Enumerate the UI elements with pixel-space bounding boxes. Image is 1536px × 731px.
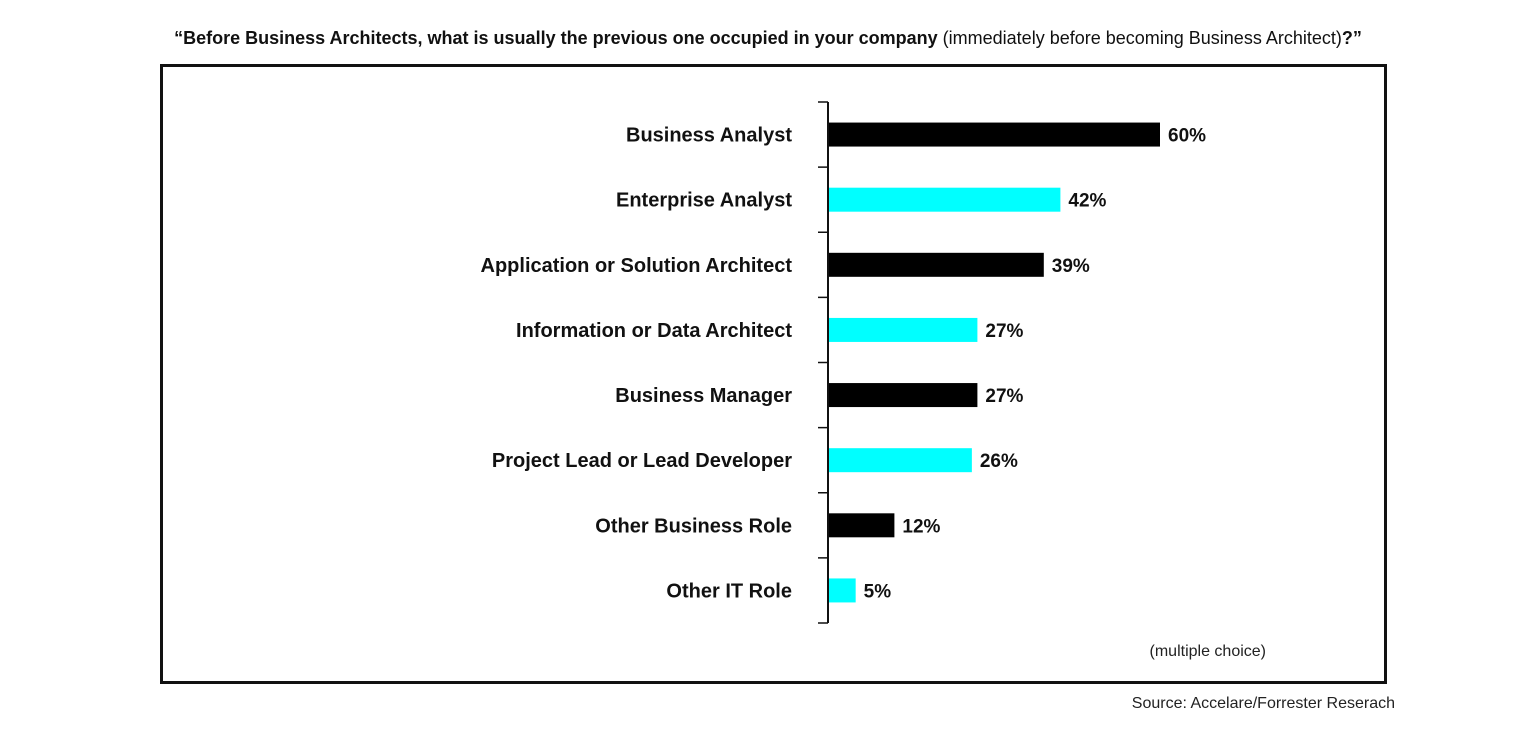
chart-question: “Before Business Architects, what is usu…: [0, 27, 1536, 49]
value-label: 42%: [1068, 191, 1106, 212]
question-main-text: “Before Business Architects, what is usu…: [174, 28, 938, 48]
category-label: Business Analyst: [626, 125, 792, 147]
category-label: Information or Data Architect: [516, 320, 792, 342]
category-label: Business Manager: [615, 385, 792, 407]
value-label: 60%: [1168, 126, 1206, 147]
value-label: 27%: [985, 386, 1023, 407]
bar-other-it-role: [828, 578, 856, 603]
multiple-choice-note: (multiple choice): [1149, 643, 1266, 660]
bar-business-analyst: [828, 122, 1160, 147]
bar-chart: Business Analyst 60% Enterprise Analyst 42%…: [481, 101, 1206, 624]
bar-enterprise-analyst: [828, 187, 1061, 212]
value-label: 5%: [864, 581, 892, 602]
value-label: 39%: [1052, 256, 1090, 277]
bar-information-or-data-architect: [828, 317, 978, 342]
category-label: Application or Solution Architect: [481, 255, 793, 277]
bar-other-business-role: [828, 513, 895, 538]
bar-business-manager: [828, 383, 978, 408]
chart-frame: Business Analyst 60% Enterprise Analyst 42%…: [160, 64, 1387, 684]
category-label: Enterprise Analyst: [616, 190, 792, 212]
category-label: Other Business Role: [595, 515, 792, 537]
source-note: Source: Accelare/Forrester Reserach: [1131, 695, 1395, 712]
value-label: 12%: [902, 516, 940, 537]
category-label: Project Lead or Lead Developer: [492, 450, 792, 472]
question-end-text: ?”: [1341, 28, 1362, 48]
bar-project-lead-or-lead-developer: [828, 448, 972, 473]
question-sub-text: (immediately before becoming Business Ar…: [942, 28, 1342, 48]
category-label: Other IT Role: [666, 580, 792, 602]
value-label: 27%: [985, 321, 1023, 342]
value-label: 26%: [980, 451, 1018, 472]
bar-application-or-solution-architect: [828, 252, 1044, 277]
